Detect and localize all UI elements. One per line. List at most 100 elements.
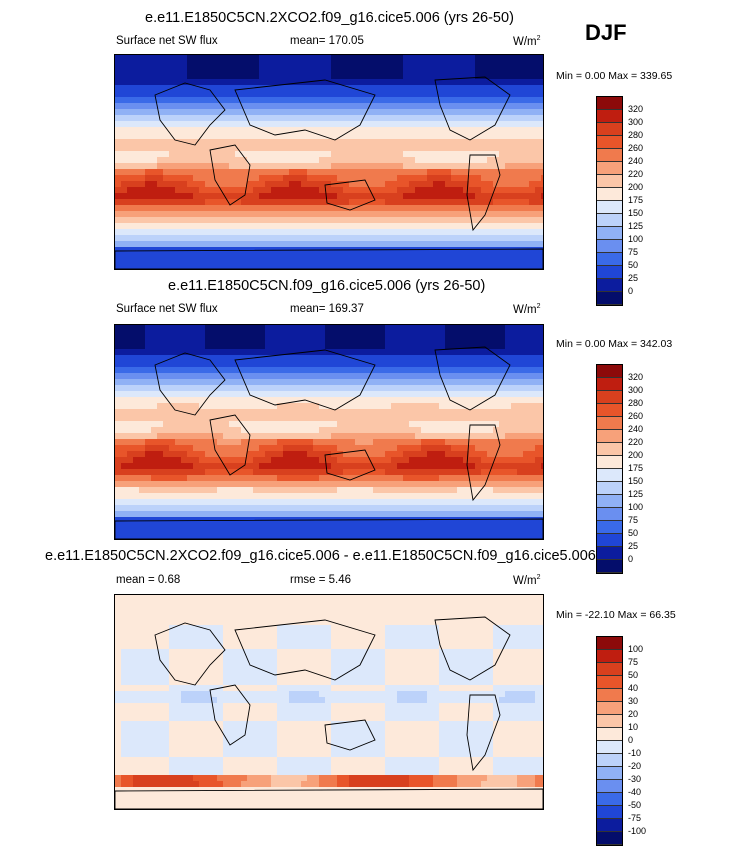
- field-cell: [445, 85, 452, 92]
- field-cell: [535, 331, 542, 338]
- field-cell: [403, 217, 410, 224]
- field-cell: [193, 487, 200, 494]
- field-cell: [121, 85, 128, 92]
- field-cell: [193, 331, 200, 338]
- field-cell: [421, 493, 428, 500]
- field-cell: [187, 385, 194, 392]
- field-cell: [151, 265, 158, 269]
- field-cell: [205, 175, 212, 182]
- field-cell: [487, 487, 494, 494]
- field-cell: [397, 355, 404, 362]
- field-cell: [433, 421, 440, 428]
- field-cell: [247, 475, 254, 482]
- field-cell: [259, 361, 266, 368]
- field-cell: [133, 427, 140, 434]
- field-cell: [145, 127, 152, 134]
- field-cell: [253, 325, 260, 332]
- field-cell: [307, 103, 314, 110]
- field-cell: [193, 67, 200, 74]
- field-cell: [187, 133, 194, 140]
- field-cell: [511, 475, 518, 482]
- field-cell: [295, 229, 302, 236]
- field-cell: [259, 445, 266, 452]
- field-cell: [211, 373, 218, 380]
- field-cell: [379, 451, 386, 458]
- field-cell: [145, 79, 152, 86]
- field-cell: [223, 511, 230, 518]
- field-cell: [199, 373, 206, 380]
- field-cell: [499, 391, 506, 398]
- field-cell: [535, 241, 542, 248]
- field-cell: [475, 457, 482, 464]
- field-cell: [439, 55, 446, 62]
- field-cell: [181, 367, 188, 374]
- field-cell: [391, 403, 398, 410]
- field-cell: [331, 97, 338, 104]
- field-cell: [349, 151, 356, 158]
- field-cell: [451, 91, 458, 98]
- field-cell: [301, 457, 308, 464]
- field-cell: [157, 97, 164, 104]
- field-cell: [421, 157, 428, 164]
- field-cell: [529, 85, 536, 92]
- field-cell: [121, 91, 128, 98]
- field-cell: [409, 103, 416, 110]
- field-cell: [271, 103, 278, 110]
- field-cell: [325, 391, 332, 398]
- field-cell: [331, 457, 338, 464]
- field-cell: [361, 235, 368, 242]
- field-cell: [463, 187, 470, 194]
- field-cell: [295, 451, 302, 458]
- field-cell: [523, 409, 530, 416]
- field-cell: [379, 139, 386, 146]
- field-cell: [343, 367, 350, 374]
- field-cell: [211, 337, 218, 344]
- field-cell: [187, 481, 194, 488]
- field-cell: [469, 457, 476, 464]
- field-cell: [475, 199, 482, 206]
- field-cell: [121, 127, 128, 134]
- field-cell: [541, 493, 543, 500]
- field-cell: [133, 511, 140, 518]
- field-cell: [121, 457, 128, 464]
- field-cell: [349, 67, 356, 74]
- field-cell: [259, 151, 266, 158]
- field-cell: [283, 481, 290, 488]
- field-cell: [217, 175, 224, 182]
- field-cell: [403, 499, 410, 506]
- field-cell: [259, 457, 266, 464]
- field-cell: [199, 439, 206, 446]
- field-cell: [253, 151, 260, 158]
- field-cell: [535, 193, 542, 200]
- field-cell: [169, 367, 176, 374]
- field-cell: [247, 367, 254, 374]
- field-cell: [205, 199, 212, 206]
- field-cell: [511, 247, 518, 254]
- field-cell: [253, 421, 260, 428]
- colorbar-swatch: [597, 123, 622, 136]
- field-cell: [523, 451, 530, 458]
- field-cell: [523, 361, 530, 368]
- field-cell: [427, 433, 434, 440]
- field-cell: [457, 367, 464, 374]
- field-cell: [223, 97, 230, 104]
- field-cell: [439, 163, 446, 170]
- field-cell: [397, 409, 404, 416]
- field-cell: [385, 193, 392, 200]
- field-cell: [151, 445, 158, 452]
- field-cell: [163, 517, 170, 524]
- field-cell: [403, 493, 410, 500]
- field-cell: [115, 343, 122, 350]
- field-cell: [229, 493, 236, 500]
- field-cell: [157, 175, 164, 182]
- field-cell: [409, 217, 416, 224]
- field-cell: [343, 415, 350, 422]
- field-cell: [379, 115, 386, 122]
- field-cell: [259, 55, 266, 62]
- field-cell: [163, 151, 170, 158]
- field-cell: [409, 163, 416, 170]
- field-cell: [367, 121, 374, 128]
- field-cell: [295, 439, 302, 446]
- field-cell: [253, 73, 260, 80]
- field-cell: [283, 445, 290, 452]
